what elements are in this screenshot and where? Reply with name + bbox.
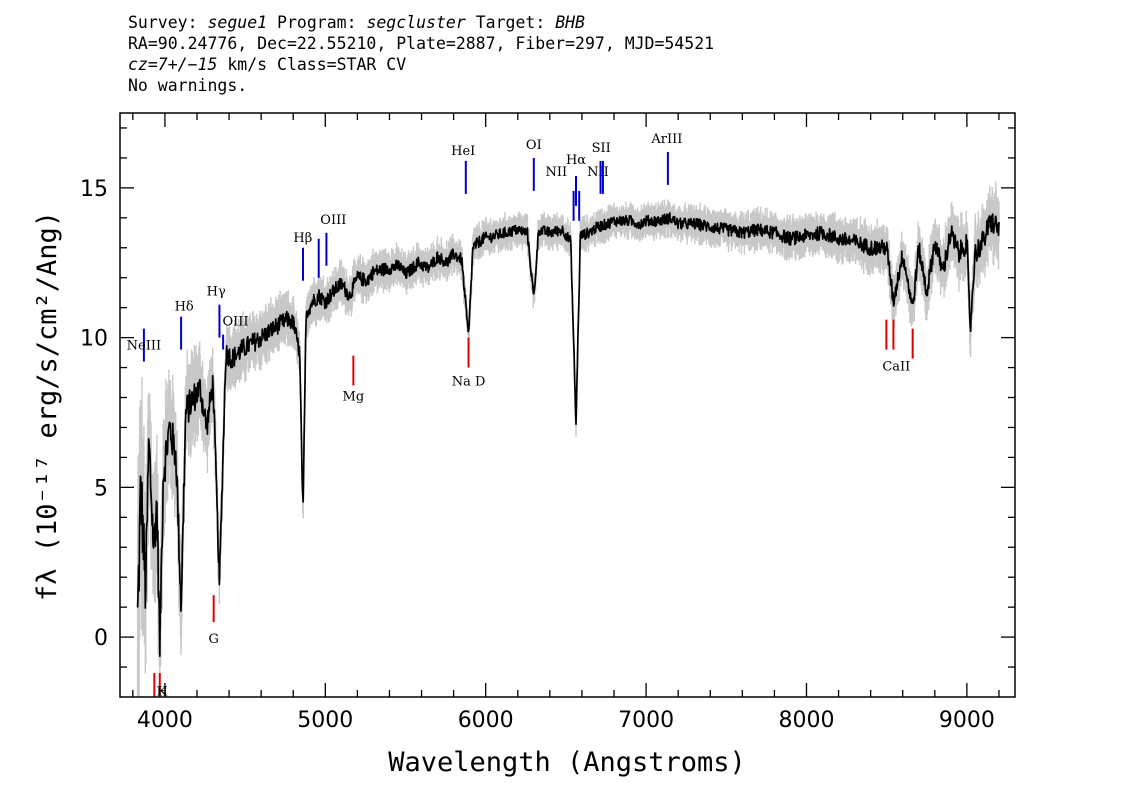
plot-frame [119,112,1016,698]
absorption-line-label: H [157,685,168,700]
flux-series-line [136,212,1000,658]
y-tick-label: 0 [94,626,108,651]
y-axis-title: fλ (10⁻¹⁷ erg/s/cm²/Ang) [32,211,63,601]
emission-line-label: HeI [451,144,475,159]
x-tick-label: 4000 [137,708,193,733]
emission-line-label: ArIII [650,132,682,147]
y-tick-label: 5 [94,476,108,501]
header-line-coordinates: RA=90.24776, Dec=22.55210, Plate=2887, F… [128,34,715,53]
emission-line-label: Hδ [175,300,194,315]
emission-line-label: NeIII [127,339,161,354]
x-tick-label: 6000 [458,708,514,733]
error-band-layer [136,181,1000,697]
absorption-line-label: Na D [452,375,486,390]
x-tick-label: 8000 [778,708,834,733]
x-tick-label: 7000 [618,708,674,733]
header-line-survey: Survey: segue1 Program: segcluster Targe… [128,12,714,33]
emission-line-label: OIII [320,213,346,228]
x-tick-label: 9000 [939,708,995,733]
class-text: km/s Class=STAR CV [217,55,407,74]
emission-line-label: OI [526,138,542,153]
x-axis-title: Wavelength (Angstroms) [388,747,746,778]
header-line-redshift: cz=7+/−15 km/s Class=STAR CV [128,54,714,75]
emission-line-label: OIII [222,315,248,330]
header-line-warnings: No warnings. [128,76,248,95]
cz-value: cz=7+/−15 [128,55,218,74]
emission-line-label: SII [592,141,611,156]
survey-value: segue1 [207,13,268,32]
spectrum-info-header: Survey: segue1 Program: segcluster Targe… [128,12,714,96]
error-band [136,181,1000,697]
flux-layer [136,212,1000,658]
target-label: Target: [465,13,556,32]
program-label: Program: [267,13,367,32]
absorption-line-label: K [157,685,167,700]
emission-line-label: NII [545,165,567,180]
absorption-line-label: G [208,632,218,647]
absorption-line-label: CaII [882,360,910,375]
x-tick-label: 5000 [297,708,353,733]
y-tick-label: 15 [80,177,108,202]
absorption-line-label: Mg [343,390,365,405]
axes-layer: 4000 5000 6000 7000 8000 9000 0 5 10 15 [80,112,1016,733]
emission-line-label: Hα [566,153,586,168]
emission-line-label: NII [587,165,609,180]
emission-line-label: Hβ [293,231,312,246]
target-value: BHB [555,13,585,32]
emission-line-label: Hγ [207,285,226,300]
y-tick-label: 10 [80,327,108,352]
program-value: segcluster [366,13,466,32]
survey-label: Survey: [128,13,208,32]
